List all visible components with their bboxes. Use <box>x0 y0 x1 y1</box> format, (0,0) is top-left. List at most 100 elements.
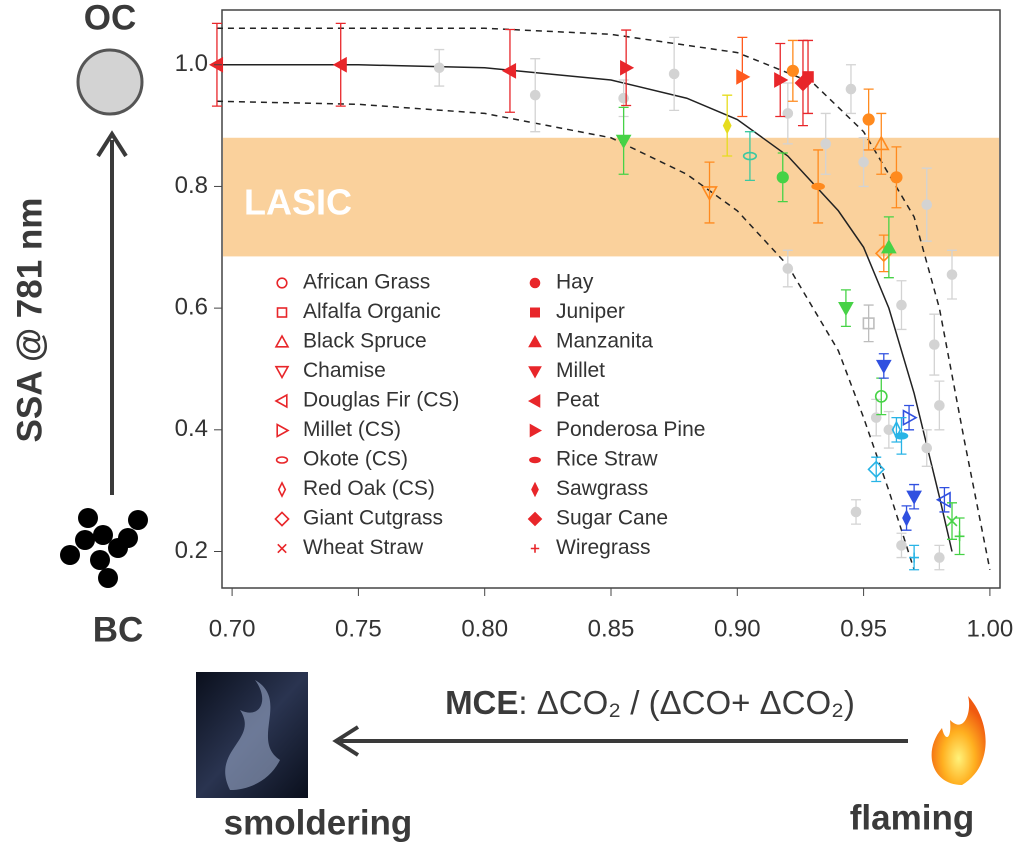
marker <box>820 138 832 150</box>
error-bar <box>904 404 915 431</box>
marker <box>909 552 920 563</box>
error-bar <box>704 161 715 224</box>
marker <box>934 400 945 411</box>
x-tick-label: 0.70 <box>209 615 256 642</box>
legend-label: Chamise <box>303 359 386 382</box>
marker <box>838 302 854 317</box>
error-bar <box>744 131 755 182</box>
legend-label: Black Spruce <box>303 330 427 353</box>
y-tick-label: 1.0 <box>175 50 208 77</box>
error-bar <box>876 112 887 175</box>
x-tick-label: 0.75 <box>335 615 382 642</box>
y-tick-label: 0.8 <box>175 172 208 199</box>
legend-marker <box>527 394 541 408</box>
marker <box>921 199 933 210</box>
marker <box>906 490 922 505</box>
smoldering-label: smoldering <box>224 803 413 842</box>
legend-marker <box>276 423 290 438</box>
x-tick-label: 0.90 <box>714 615 761 642</box>
legend-label: Juniper <box>556 300 625 323</box>
fit-curve <box>216 64 953 552</box>
marker <box>786 64 799 77</box>
legend-label: Wheat Straw <box>303 536 424 559</box>
y-tick-label: 0.2 <box>175 537 208 564</box>
x-axis-label-rest: : ΔCO₂ / (ΔCO+ ΔCO₂) <box>518 684 855 721</box>
legend-marker <box>274 511 290 527</box>
bc-icon <box>60 508 148 588</box>
marker <box>929 339 940 350</box>
legend-marker <box>527 511 543 527</box>
y-tick-label: 0.4 <box>175 415 208 442</box>
error-bar <box>939 486 950 513</box>
bc-label: BC <box>93 610 144 649</box>
marker <box>774 72 789 88</box>
marker <box>776 171 789 184</box>
legend-marker <box>275 456 289 464</box>
marker <box>867 460 886 479</box>
marker <box>782 108 794 119</box>
legend-marker <box>529 277 541 289</box>
marker <box>722 116 732 135</box>
marker <box>529 89 541 101</box>
x-tick-label: 0.85 <box>588 615 635 642</box>
marker <box>850 506 862 518</box>
legend-label: Millet (CS) <box>303 418 401 441</box>
marker <box>896 540 907 551</box>
marker <box>794 74 812 92</box>
legend-marker <box>277 481 287 498</box>
legend-label: Douglas Fir (CS) <box>303 389 459 412</box>
x-arrowhead <box>332 725 360 757</box>
marker <box>921 442 933 454</box>
legend-label: Red Oak (CS) <box>303 477 435 500</box>
plot-area: LASIC <box>208 22 999 571</box>
marker <box>742 151 758 161</box>
marker <box>736 69 751 85</box>
legend-label: African Grass <box>303 271 430 294</box>
legend-label: Giant Cutgrass <box>303 507 443 530</box>
marker <box>874 389 888 403</box>
marker <box>811 182 825 191</box>
marker <box>433 62 445 74</box>
legend-label: Hay <box>556 271 594 294</box>
y-arrowhead <box>96 130 128 158</box>
oc-label: OC <box>84 0 137 37</box>
smoke-wisp <box>225 680 280 790</box>
marker <box>668 68 680 80</box>
legend-label: Okote (CS) <box>303 448 408 471</box>
x-tick-label: 0.80 <box>461 615 508 642</box>
marker <box>954 531 965 542</box>
x-axis-label-bold: MCE <box>445 684 518 721</box>
marker <box>872 135 890 151</box>
legend-marker <box>274 334 290 348</box>
legend-marker <box>276 307 288 318</box>
legend-label: Peat <box>556 389 599 412</box>
legend-marker <box>530 544 540 553</box>
marker <box>782 263 794 274</box>
marker <box>862 113 875 126</box>
fit-curve <box>216 27 991 570</box>
plot-frame <box>221 9 1001 589</box>
legend-marker <box>277 543 287 554</box>
marker <box>881 239 897 254</box>
legend-marker <box>529 456 541 464</box>
marker <box>858 156 869 168</box>
marker <box>701 186 718 202</box>
marker <box>501 62 517 79</box>
marker <box>894 432 909 440</box>
marker <box>615 134 632 149</box>
marker <box>946 269 958 280</box>
legend-label: Ponderosa Pine <box>556 418 705 441</box>
x-tick-label: 0.95 <box>840 615 887 642</box>
marker <box>935 491 951 509</box>
legend-label: Manzanita <box>556 330 653 353</box>
marker <box>890 171 903 184</box>
marker <box>883 424 895 436</box>
marker <box>620 59 635 76</box>
marker <box>618 92 629 104</box>
x-axis-label: MCE: ΔCO₂ / (ΔCO+ ΔCO₂) <box>445 684 855 721</box>
marker <box>845 83 857 95</box>
oc-icon <box>76 48 144 116</box>
legend-label: Wiregrass <box>556 536 651 559</box>
legend-label: Rice Straw <box>556 448 658 471</box>
lasic-band <box>223 137 999 257</box>
